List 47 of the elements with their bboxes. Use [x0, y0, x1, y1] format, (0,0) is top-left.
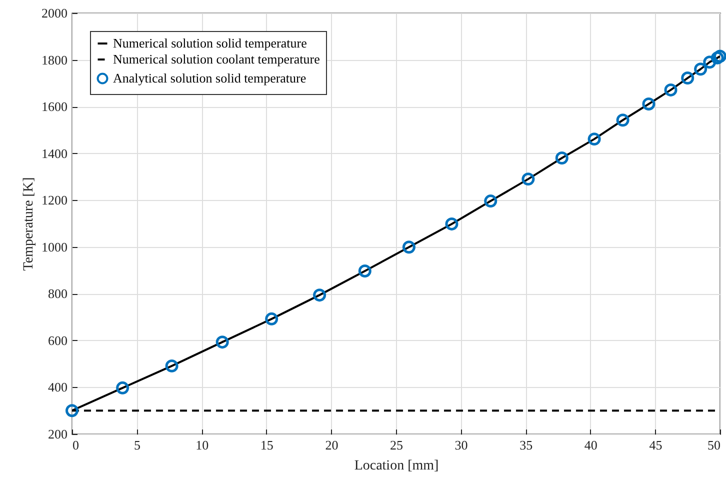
point: [445, 217, 458, 230]
point: [664, 83, 678, 96]
point: [313, 288, 326, 302]
x-axis-title: Location [mm]: [354, 458, 439, 474]
point: [642, 98, 656, 110]
x-tick-label: 30: [454, 438, 468, 452]
x-tick-label: 35: [520, 438, 533, 452]
legend-label: Analytical solution solid temperature: [113, 70, 306, 86]
x-tick-label: 10: [196, 438, 209, 452]
point: [66, 404, 78, 418]
x-tick-label: 50: [708, 438, 720, 452]
legend-label: Numerical solution solid temperature: [113, 36, 308, 50]
point: [216, 336, 229, 349]
y-tick-label: 1800: [42, 52, 68, 68]
x-tick-label: 25: [390, 438, 403, 452]
x-tick-label: 45: [649, 438, 662, 452]
point: [402, 240, 416, 254]
x-tick-label: 40: [584, 438, 598, 452]
point: [616, 114, 630, 127]
legend-label: Numerical solution coolant temperature: [113, 52, 320, 66]
x-tick-label: 20: [325, 438, 338, 452]
y-tick-label: 800: [48, 286, 68, 302]
y-tick-label: 600: [48, 332, 68, 348]
point: [703, 56, 716, 69]
y-axis-title: Temperature [K]: [22, 177, 36, 271]
x-tick-label: 15: [260, 438, 274, 452]
x-tick-label: 5: [134, 438, 141, 452]
y-tick-label: 1400: [42, 146, 68, 161]
point: [265, 312, 278, 326]
y-tick-label: 2000: [42, 6, 68, 20]
point: [588, 132, 601, 146]
point: [714, 50, 726, 63]
y-tick-label: 400: [48, 380, 68, 395]
point: [710, 51, 724, 64]
y-tick-label: 200: [48, 426, 68, 442]
y-tick-label: 1000: [42, 239, 68, 254]
point: [681, 72, 694, 85]
x-tick-label: 0: [72, 438, 79, 452]
point: [694, 62, 708, 76]
point: [555, 152, 568, 164]
y-tick-label: 1200: [42, 192, 68, 208]
point: [116, 381, 130, 394]
point: [522, 172, 535, 186]
point: [165, 359, 178, 372]
point: [484, 194, 498, 208]
y-tick-label: 1600: [42, 99, 68, 114]
point: [358, 264, 372, 278]
